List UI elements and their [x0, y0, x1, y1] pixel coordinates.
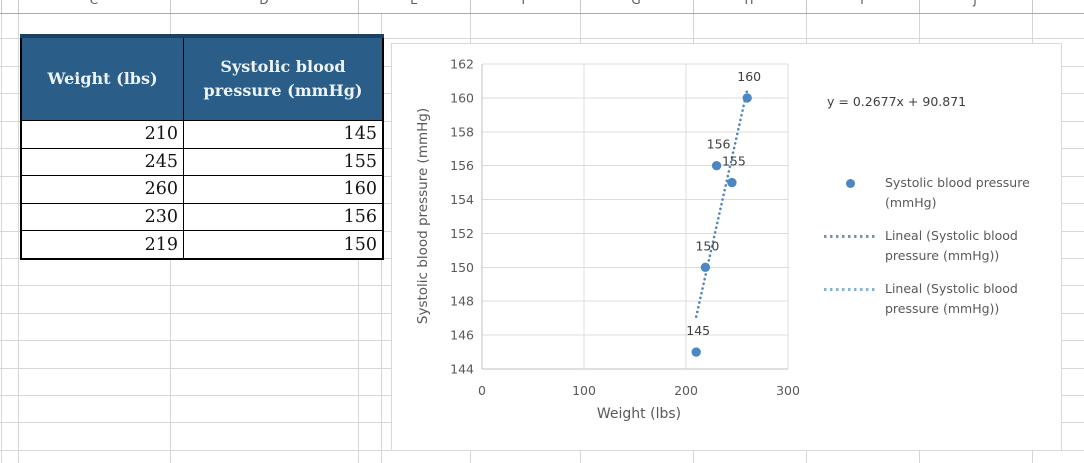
column-separator: [580, 0, 581, 13]
sheet-gridline: [18, 0, 19, 463]
data-point[interactable]: [727, 177, 737, 188]
column-separator: [18, 0, 19, 13]
data-label: 156: [707, 137, 731, 152]
chart[interactable]: 144 146 148 150 152 154 156 158 160 162 0 100 200 300…: [391, 43, 1062, 451]
legend-label: Lineal (Systolic blood pressure (mmHg)): [885, 228, 1018, 263]
column-header-J[interactable]: J: [973, 0, 977, 7]
table-row: 230 156: [20, 202, 384, 232]
sheet-gridline: [0, 38, 1084, 39]
data-label: 150: [695, 238, 719, 253]
column-header-H[interactable]: H: [744, 0, 754, 7]
x-tick-label: 0: [478, 383, 486, 398]
legend-entry[interactable]: Lineal (Systolic blood pressure (mmHg)): [822, 279, 1057, 319]
table-cell[interactable]: 260: [20, 175, 184, 204]
y-tick-label: 156: [450, 158, 474, 173]
table-row: 260 160: [20, 175, 384, 204]
data-point[interactable]: [742, 93, 752, 103]
y-tick-label: 162: [450, 57, 474, 72]
column-header-F[interactable]: F: [521, 0, 529, 7]
table-cell[interactable]: 230: [20, 202, 184, 232]
legend-label: Systolic blood pressure (mmHg): [885, 175, 1030, 210]
data-label: 155: [722, 154, 746, 169]
column-separator: [1032, 0, 1033, 13]
column-header-D[interactable]: D: [259, 0, 269, 7]
trendline[interactable]: [694, 88, 749, 318]
data-point[interactable]: [691, 347, 701, 357]
column-separator: [170, 0, 171, 13]
table-row: 245 155: [20, 147, 384, 177]
legend-entry[interactable]: Lineal (Systolic blood pressure (mmHg)): [822, 226, 1057, 266]
x-tick-label: 300: [776, 383, 800, 398]
marker-dot-icon: [845, 178, 855, 188]
column-header-C[interactable]: C: [89, 0, 99, 7]
trendline-equation: y = 0.2677x + 90.871: [827, 94, 967, 109]
y-tick-label: 144: [450, 362, 474, 377]
table-cell[interactable]: 156: [183, 202, 384, 232]
x-tick-label: 200: [674, 383, 698, 398]
column-header-G[interactable]: G: [631, 0, 641, 7]
y-tick-label: 158: [450, 124, 474, 139]
table-row: 210 145: [20, 120, 384, 149]
data-point[interactable]: [700, 262, 711, 273]
legend-entry[interactable]: Systolic blood pressure (mmHg): [822, 173, 1057, 213]
column-separator: [919, 0, 920, 13]
column-header-E[interactable]: E: [410, 0, 418, 7]
table-header-cell[interactable]: Systolic blood pressure (mmHg): [183, 35, 384, 121]
data-table: Weight (lbs) Systolic blood pressure (mmH…: [20, 34, 384, 260]
table-cell[interactable]: 210: [20, 120, 184, 149]
legend-dotted-line-icon: [822, 279, 878, 299]
data-label: 160: [737, 69, 761, 84]
x-tick-label: 100: [572, 383, 596, 398]
column-separator: [693, 0, 694, 13]
table-row: 219 150: [20, 230, 384, 260]
data-label: 145: [686, 323, 710, 338]
table-cell[interactable]: 145: [183, 120, 384, 149]
data-point[interactable]: [711, 160, 722, 171]
column-header-strip: CDEFGHIJK: [0, 0, 1084, 14]
table-cell[interactable]: 150: [183, 230, 384, 260]
y-tick-label: 160: [450, 90, 474, 105]
legend-label: Lineal (Systolic blood pressure (mmHg)): [885, 281, 1018, 316]
y-tick-label: 154: [450, 192, 474, 207]
table-cell[interactable]: 155: [183, 147, 384, 177]
legend-marker-icon: [822, 173, 878, 193]
dotted-line-icon: [824, 287, 876, 291]
y-tick-label: 152: [450, 226, 474, 241]
y-tick-label: 146: [450, 328, 474, 343]
legend-dotted-line-icon: [822, 226, 878, 246]
y-axis-title: Systolic blood pressure (mmHg): [415, 107, 431, 325]
chart-plot-area: 144 146 148 150 152 154 156 158 160 162 0 100 200 300…: [450, 57, 800, 399]
table-cell[interactable]: 245: [20, 147, 184, 177]
sheet-gridline: [1, 0, 2, 463]
y-tick-label: 150: [450, 260, 474, 275]
table-header-cell[interactable]: Weight (lbs): [20, 35, 184, 121]
table-header-row: Weight (lbs) Systolic blood pressure (mmH…: [20, 35, 384, 121]
x-axis-title: Weight (lbs): [596, 406, 682, 422]
column-separator: [470, 0, 471, 13]
column-header-I[interactable]: I: [860, 0, 864, 7]
table-cell[interactable]: 219: [20, 230, 184, 260]
column-separator: [1, 0, 2, 13]
dotted-line-icon: [824, 234, 876, 238]
column-separator: [358, 0, 359, 13]
y-tick-label: 148: [450, 294, 474, 309]
column-separator: [806, 0, 807, 13]
table-cell[interactable]: 160: [183, 175, 384, 204]
